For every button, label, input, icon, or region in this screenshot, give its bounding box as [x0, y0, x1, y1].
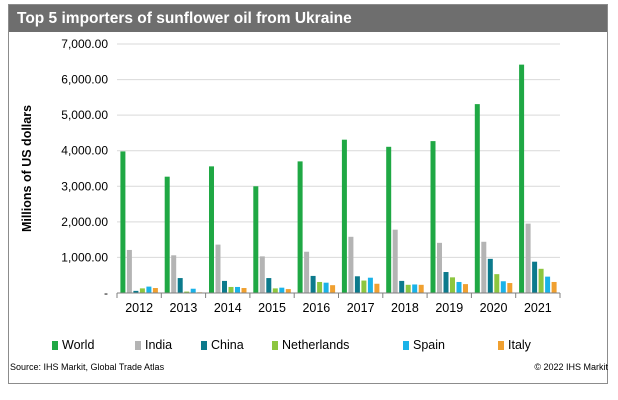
bar-spain-2013	[190, 288, 196, 293]
legend-label-netherlands: Netherlands	[282, 338, 349, 352]
bar-india-2015	[259, 256, 265, 293]
bar-world-2015	[253, 186, 259, 293]
legend-label-india: India	[145, 338, 172, 352]
bar-italy-2012	[152, 288, 158, 293]
bar-netherlands-2021	[538, 268, 544, 293]
bar-world-2018	[386, 146, 392, 293]
bar-spain-2019	[456, 281, 462, 293]
x-tick-label: 2016	[302, 301, 330, 315]
legend-swatch-italy	[498, 341, 504, 350]
y-tick-label: 7,000.00	[61, 37, 108, 51]
bar-india-2017	[348, 236, 354, 293]
bar-italy-2017	[374, 283, 380, 293]
bar-china-2020	[487, 258, 493, 293]
bar-china-2015	[266, 278, 272, 293]
legend-swatch-world	[52, 341, 58, 350]
bar-world-2020	[474, 104, 480, 293]
bar-china-2018	[399, 280, 405, 293]
bar-china-2012	[133, 290, 139, 293]
y-tick-label: 3,000.00	[61, 179, 108, 193]
y-tick-label: 4,000.00	[61, 144, 108, 158]
bar-india-2016	[304, 251, 310, 293]
legend-label-spain: Spain	[413, 338, 445, 352]
legend-label-china: China	[211, 338, 244, 352]
bar-china-2017	[354, 276, 360, 293]
bar-india-2019	[437, 242, 442, 293]
bar-spain-2020	[500, 281, 506, 293]
legend-swatch-india	[135, 341, 141, 350]
y-tick-label: -	[104, 286, 108, 300]
x-tick-label: 2015	[258, 301, 286, 315]
bar-china-2013	[177, 278, 183, 293]
x-tick-label: 2014	[214, 301, 242, 315]
bar-spain-2014	[235, 286, 240, 293]
x-tick-label: 2020	[480, 301, 508, 315]
bar-india-2012	[126, 249, 132, 293]
bar-india-2013	[171, 255, 177, 293]
bar-italy-2020	[507, 283, 513, 293]
bar-italy-2021	[551, 281, 557, 293]
x-tick-label: 2018	[391, 301, 419, 315]
bar-world-2017	[341, 139, 347, 293]
bar-spain-2017	[367, 277, 373, 293]
bar-spain-2021	[545, 276, 551, 293]
bar-italy-2018	[418, 284, 424, 293]
bar-netherlands-2014	[228, 286, 234, 293]
legend-swatch-spain	[403, 341, 409, 350]
bar-india-2020	[481, 241, 487, 293]
bar-india-2021	[525, 223, 531, 293]
bar-world-2012	[120, 151, 126, 293]
legend-swatch-netherlands	[272, 341, 278, 350]
bar-italy-2019	[463, 284, 468, 293]
bar-spain-2016	[323, 282, 329, 293]
x-tick-label: 2017	[347, 301, 375, 315]
bar-world-2016	[297, 161, 303, 293]
x-tick-label: 2021	[524, 301, 552, 315]
chart-title: Top 5 importers of sunflower oil from Uk…	[9, 5, 607, 32]
x-tick-label: 2012	[125, 301, 153, 315]
bar-netherlands-2019	[450, 277, 455, 293]
bar-italy-2015	[285, 289, 291, 293]
bar-netherlands-2012	[139, 288, 145, 293]
bar-world-2021	[519, 64, 525, 293]
y-axis-title: Millions of US dollars	[20, 105, 34, 232]
y-tick-label: 6,000.00	[61, 73, 108, 87]
bar-spain-2012	[146, 286, 152, 293]
bar-india-2018	[392, 229, 398, 293]
bar-netherlands-2015	[272, 288, 278, 293]
bar-spain-2018	[412, 284, 418, 293]
x-tick-label: 2013	[170, 301, 198, 315]
bar-china-2021	[532, 261, 538, 293]
bar-netherlands-2013	[184, 291, 190, 293]
bar-italy-2014	[241, 288, 247, 293]
legend-label-world: World	[62, 338, 94, 352]
y-tick-label: 2,000.00	[61, 215, 108, 229]
bar-netherlands-2020	[494, 274, 500, 293]
bar-china-2014	[222, 280, 227, 293]
bar-italy-2016	[330, 285, 336, 293]
bar-netherlands-2017	[361, 280, 367, 293]
chart-frame: Top 5 importers of sunflower oil from Uk…	[8, 4, 608, 384]
bar-china-2016	[310, 275, 316, 293]
bar-china-2019	[443, 272, 449, 293]
legend-label-italy: Italy	[508, 338, 532, 352]
y-tick-label: 5,000.00	[61, 108, 108, 122]
bar-netherlands-2018	[405, 284, 411, 293]
bar-spain-2015	[279, 287, 285, 293]
copyright-note: © 2022 IHS Markit	[534, 362, 608, 372]
bar-world-2013	[164, 176, 170, 293]
bar-world-2019	[430, 141, 436, 293]
bar-netherlands-2016	[317, 281, 323, 293]
source-note: Source: IHS Markit, Global Trade Atlas	[10, 362, 165, 372]
bar-india-2014	[215, 244, 221, 293]
y-tick-label: 1,000.00	[61, 250, 108, 264]
bar-world-2014	[209, 166, 214, 293]
x-tick-label: 2019	[435, 301, 463, 315]
legend-swatch-china	[201, 341, 207, 350]
